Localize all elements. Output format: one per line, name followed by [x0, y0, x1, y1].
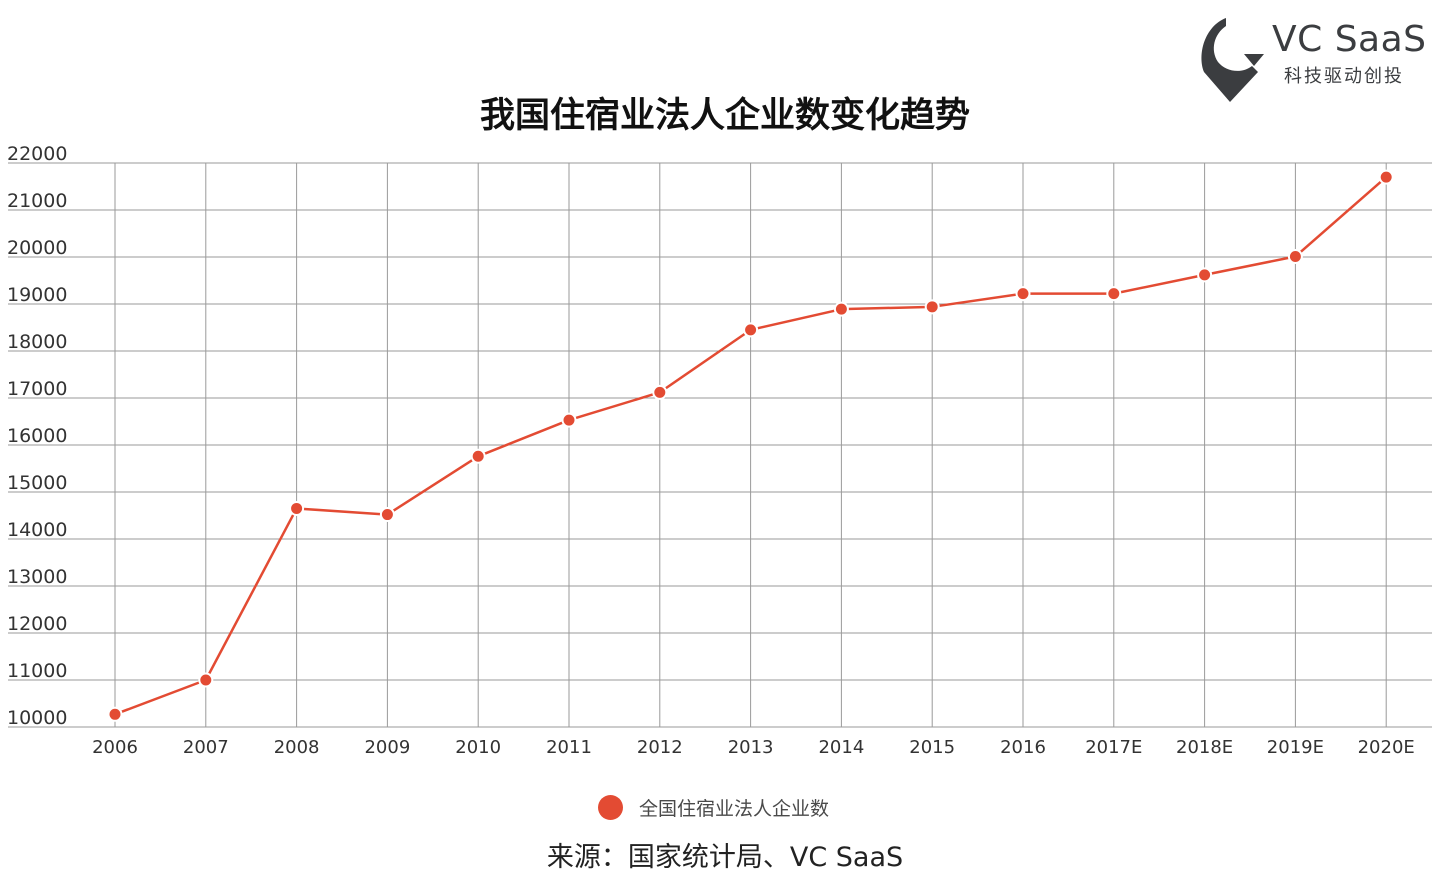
y-tick-label: 10000 — [7, 707, 67, 729]
x-tick-label: 2009 — [364, 737, 410, 758]
y-tick-label: 19000 — [7, 284, 67, 306]
y-tick-label: 15000 — [7, 472, 67, 494]
y-tick-label: 21000 — [7, 190, 67, 212]
x-tick-label: 2013 — [728, 737, 774, 758]
vc-saas-logo-mark-icon — [1201, 18, 1264, 102]
source-note: 来源：国家统计局、VC SaaS — [546, 842, 904, 873]
x-tick-label: 2012 — [637, 737, 683, 758]
x-tick-label: 2010 — [455, 737, 501, 758]
brand-logo: VC SaaS 科技驱动创投 — [1192, 14, 1442, 106]
data-point — [924, 299, 940, 315]
x-tick-label: 2006 — [92, 737, 138, 758]
x-tick-label: 2017E — [1085, 737, 1142, 758]
data-point — [1197, 267, 1213, 283]
x-tick-label: 2007 — [183, 737, 229, 758]
legend-label: 全国住宿业法人企业数 — [639, 797, 830, 820]
y-tick-label: 12000 — [7, 613, 67, 635]
data-point — [833, 301, 849, 317]
y-tick-label: 17000 — [7, 378, 67, 400]
data-point — [198, 672, 214, 688]
x-tick-label: 2016 — [1000, 737, 1046, 758]
data-point — [1287, 249, 1303, 265]
x-tick-label: 2019E — [1267, 737, 1324, 758]
y-tick-label: 16000 — [7, 425, 67, 447]
x-tick-label: 2011 — [546, 737, 592, 758]
data-point — [107, 706, 123, 722]
legend-swatch — [598, 794, 623, 820]
brand-tagline: 科技驱动创投 — [1284, 66, 1404, 87]
x-tick-label: 2015 — [909, 737, 955, 758]
y-tick-label: 22000 — [7, 143, 67, 165]
data-point — [743, 322, 759, 338]
x-tick-label: 2018E — [1176, 737, 1233, 758]
data-point — [1106, 286, 1122, 302]
brand-name: VC SaaS — [1272, 19, 1427, 60]
y-tick-label: 14000 — [7, 519, 67, 541]
x-tick-label: 2014 — [818, 737, 864, 758]
data-point — [1015, 286, 1031, 302]
chart-legend: 全国住宿业法人企业数 — [598, 792, 829, 822]
y-tick-label: 18000 — [7, 331, 67, 353]
data-point — [470, 448, 486, 464]
data-point — [379, 507, 395, 523]
y-tick-label: 13000 — [7, 566, 67, 588]
y-tick-label: 20000 — [7, 237, 67, 259]
chart-title: 我国住宿业法人企业数变化趋势 — [479, 96, 970, 136]
data-point — [1378, 169, 1394, 185]
y-tick-label: 11000 — [7, 660, 67, 682]
x-tick-label: 2008 — [274, 737, 320, 758]
data-point — [561, 412, 577, 428]
data-point — [652, 384, 668, 400]
data-point — [289, 500, 305, 516]
x-tick-label: 2020E — [1358, 737, 1415, 758]
